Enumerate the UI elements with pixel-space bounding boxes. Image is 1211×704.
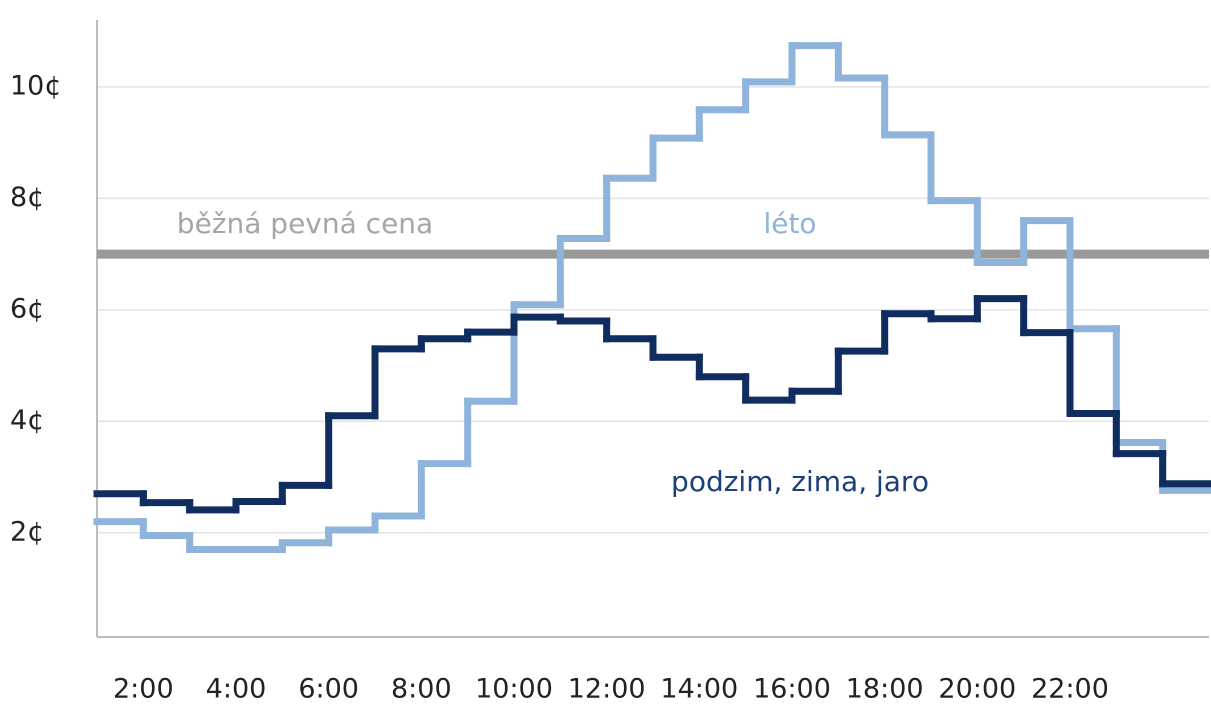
x-tick-label: 18:00 <box>846 674 924 704</box>
y-tick-label: 6¢ <box>10 293 44 324</box>
y-tick-label: 4¢ <box>10 405 44 436</box>
x-tick-label: 6:00 <box>298 674 359 704</box>
x-tick-label: 22:00 <box>1031 674 1109 704</box>
x-tick-label: 8:00 <box>391 674 452 704</box>
reference-label: běžná pevná cena <box>177 207 433 240</box>
x-tick-label: 4:00 <box>206 674 267 704</box>
x-tick-label: 12:00 <box>568 674 646 704</box>
y-tick-label: 2¢ <box>10 516 44 547</box>
y-tick-label: 8¢ <box>10 182 44 213</box>
series-label: léto <box>763 207 816 240</box>
x-tick-label: 20:00 <box>938 674 1016 704</box>
x-tick-label: 16:00 <box>753 674 831 704</box>
x-tick-label: 10:00 <box>475 674 553 704</box>
x-tick-label: 14:00 <box>660 674 738 704</box>
y-tick-label: 10¢ <box>10 70 62 101</box>
series-label: podzim, zima, jaro <box>671 465 929 498</box>
x-tick-label: 2:00 <box>113 674 174 704</box>
